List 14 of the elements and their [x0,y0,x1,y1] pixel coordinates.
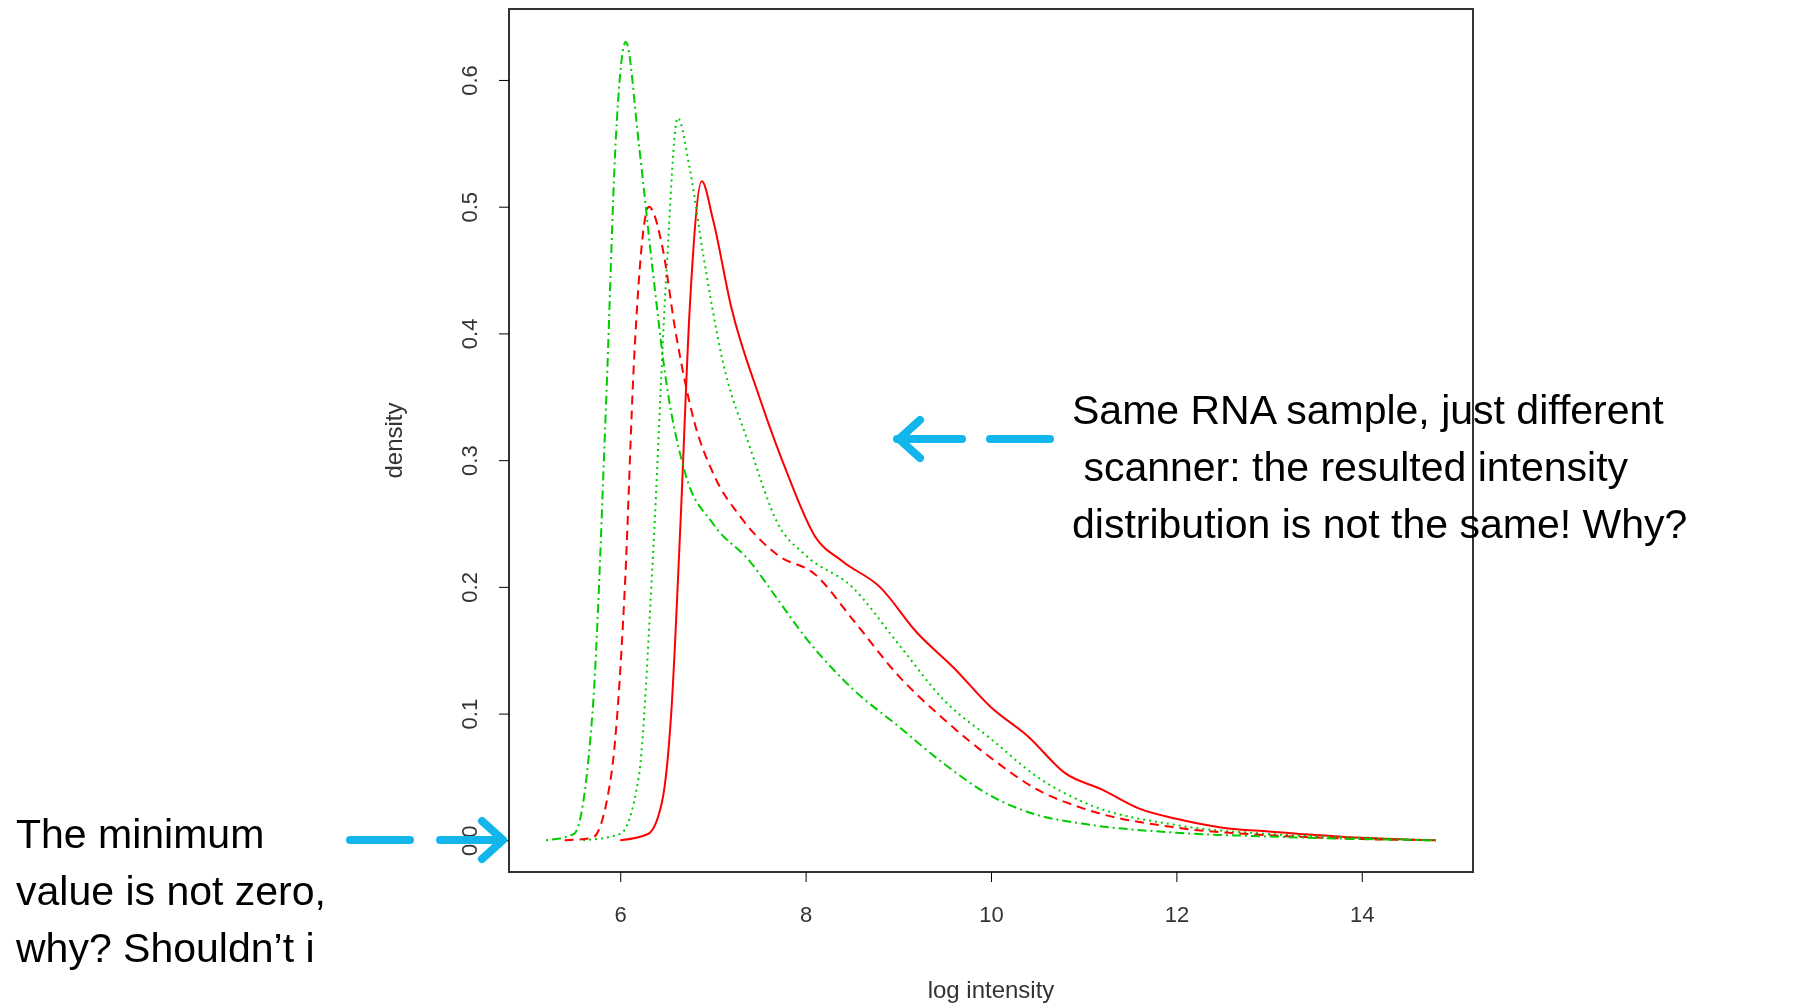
y-tick-label: 0.4 [457,318,482,350]
x-tick-label: 6 [614,902,627,928]
text: The minimum value is not zero, why? Shouldn’t i [15,811,326,971]
x-tick-label: 8 [799,902,813,928]
x-tick-label: 12 [1164,902,1190,928]
y-tick-label: 0.5 [457,191,482,223]
y-tick-label: 0.1 [457,698,482,730]
x-axis-title: log intensity [927,976,1055,1003]
y-tick-label: 0.2 [457,572,482,603]
y-tick-label: 0.6 [457,65,482,96]
x-tick-label: 14 [1350,902,1375,928]
y-axis-title: density [380,402,407,479]
y-tick-label: 0.3 [457,445,482,476]
x-tick-label: 10 [979,902,1004,928]
